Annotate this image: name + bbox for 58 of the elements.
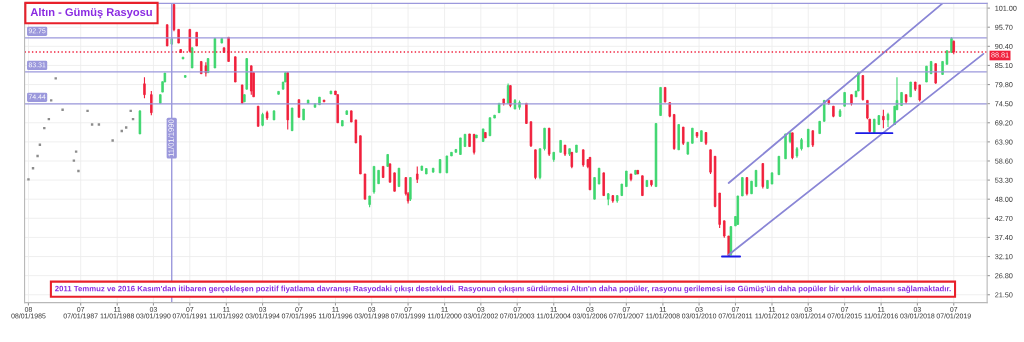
candlestick — [484, 131, 487, 139]
candlestick — [363, 173, 367, 200]
candlestick — [297, 99, 301, 118]
candlestick — [636, 169, 640, 175]
candlestick — [634, 169, 637, 175]
point — [27, 178, 30, 181]
point — [54, 77, 57, 80]
point — [74, 150, 78, 153]
candlestick — [450, 151, 453, 157]
candlestick — [329, 90, 333, 95]
candlestick — [256, 105, 260, 127]
candlestick — [322, 99, 326, 103]
point — [86, 109, 89, 113]
candlestick — [750, 180, 753, 195]
candlestick — [234, 56, 237, 83]
candlestick — [302, 108, 305, 121]
candlestick — [597, 167, 601, 185]
candlestick — [213, 37, 217, 69]
candlestick — [806, 128, 810, 148]
point — [111, 139, 114, 142]
candlestick — [190, 47, 194, 69]
candlestick — [277, 90, 280, 95]
candlestick — [290, 107, 294, 132]
candlestick — [909, 81, 912, 98]
candlestick — [336, 94, 339, 124]
candlestick — [488, 117, 492, 137]
point — [90, 123, 94, 126]
candlestick — [784, 133, 787, 160]
candlestick — [777, 155, 781, 176]
point — [124, 126, 128, 129]
candlestick — [475, 134, 478, 139]
candlestick — [245, 58, 248, 90]
candlestick — [377, 169, 380, 185]
point — [61, 108, 64, 111]
candlestick — [359, 135, 362, 175]
chart-title: Altın - Gümüş Rasyosu — [30, 7, 152, 19]
candlestick — [686, 141, 690, 155]
candlestick — [741, 177, 744, 197]
point — [49, 99, 53, 102]
candlestick — [677, 124, 680, 151]
candlestick — [882, 109, 885, 129]
candlestick — [388, 163, 392, 183]
candlestick — [493, 114, 496, 119]
point — [97, 123, 101, 126]
candlestick — [138, 110, 142, 135]
point — [77, 169, 80, 173]
candlestick — [925, 65, 928, 83]
candlestick — [368, 195, 371, 208]
candlestick — [593, 177, 596, 200]
point — [72, 159, 76, 162]
point — [36, 154, 39, 158]
candlestick — [165, 24, 169, 47]
candlestick — [416, 165, 419, 184]
candlestick — [393, 172, 396, 192]
candlestick — [181, 56, 185, 60]
candlestick — [272, 110, 276, 121]
candlestick — [770, 172, 774, 185]
candlestick — [431, 167, 435, 173]
